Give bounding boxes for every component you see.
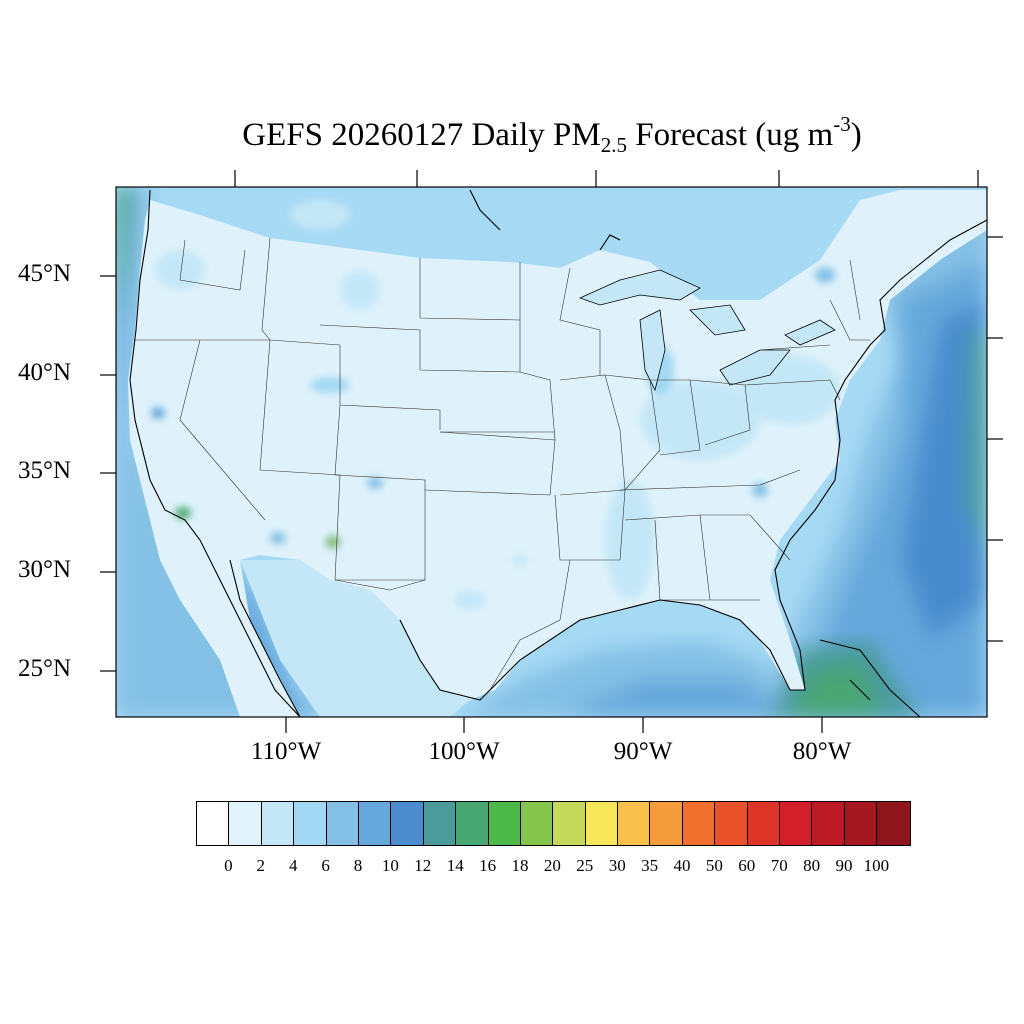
colorbar-swatch [553, 802, 586, 845]
colorbar-label: 4 [288, 856, 298, 875]
colorbar [196, 801, 911, 846]
colorbar-swatch [844, 802, 878, 845]
colorbar-swatch [423, 802, 457, 845]
colorbar-swatch [877, 802, 910, 845]
colorbar-label: 16 [479, 856, 497, 875]
lat-label-30: 30°N [18, 556, 72, 583]
colorbar-label: 90 [835, 856, 853, 875]
coastlines [129, 189, 987, 717]
colorbar-swatch [294, 802, 327, 845]
colorbar-label: 60 [738, 856, 756, 875]
colorbar-swatch [618, 802, 651, 845]
colorbar-swatch [780, 802, 813, 845]
right-ticks [987, 236, 1003, 642]
colorbar-swatch [715, 802, 748, 845]
colorbar-swatch [520, 802, 554, 845]
colorbar-label: 80 [803, 856, 821, 875]
lat-label-45: 45°N [18, 260, 72, 287]
colorbar-label: 20 [543, 856, 561, 875]
colorbar-swatch [261, 802, 295, 845]
lat-label-25: 25°N [18, 655, 72, 682]
gulf-concentration [460, 640, 920, 717]
colorbar-label: 70 [770, 856, 788, 875]
colorbar-swatch [326, 802, 359, 845]
colorbar-label: 18 [511, 856, 529, 875]
colorbar-swatch [229, 802, 262, 845]
colorbar-swatch [456, 802, 489, 845]
colorbar-swatch [812, 802, 845, 845]
colorbar-swatch [650, 802, 683, 845]
colorbar-label: 30 [608, 856, 626, 875]
state-boundaries [135, 237, 870, 691]
lon-label-100w: 100°W [428, 738, 500, 765]
colorbar-swatch [682, 802, 716, 845]
colorbar-label: 100 [863, 856, 890, 875]
colorbar-label: 50 [705, 856, 723, 875]
great-lakes [578, 269, 836, 392]
colorbar-swatch [197, 802, 230, 845]
colorbar-label: 10 [381, 856, 399, 875]
left-ticks [100, 275, 116, 672]
mexico-land [240, 560, 470, 717]
lon-label-110w: 110°W [250, 738, 322, 765]
colorbar-swatch [391, 802, 424, 845]
colorbar-label: 2 [256, 856, 266, 875]
map-frame [115, 186, 988, 718]
bottom-ticks [285, 717, 823, 733]
colorbar-swatch [585, 802, 619, 845]
colorbar-swatch [488, 802, 521, 845]
lon-label-90w: 90°W [613, 738, 673, 765]
colorbar-label: 25 [576, 856, 594, 875]
lon-label-80w: 80°W [792, 738, 852, 765]
colorbar-label: 14 [446, 856, 464, 875]
colorbar-label: 12 [414, 856, 432, 875]
colorbar-label: 40 [673, 856, 691, 875]
colorbar-label: 0 [224, 856, 233, 875]
lat-label-40: 40°N [18, 359, 72, 386]
lat-label-35: 35°N [18, 457, 72, 484]
colorbar-swatch [358, 802, 392, 845]
colorbar-swatch [747, 802, 781, 845]
colorbar-label: 8 [353, 856, 363, 875]
top-ticks [234, 170, 979, 187]
map-title: GEFS 20260127 Daily PM2.5 Forecast (ug m… [242, 112, 862, 157]
colorbar-label: 6 [321, 856, 330, 875]
land-mass [128, 190, 987, 717]
atlantic-concentration [760, 200, 987, 717]
colorbar-label: 35 [641, 856, 659, 875]
